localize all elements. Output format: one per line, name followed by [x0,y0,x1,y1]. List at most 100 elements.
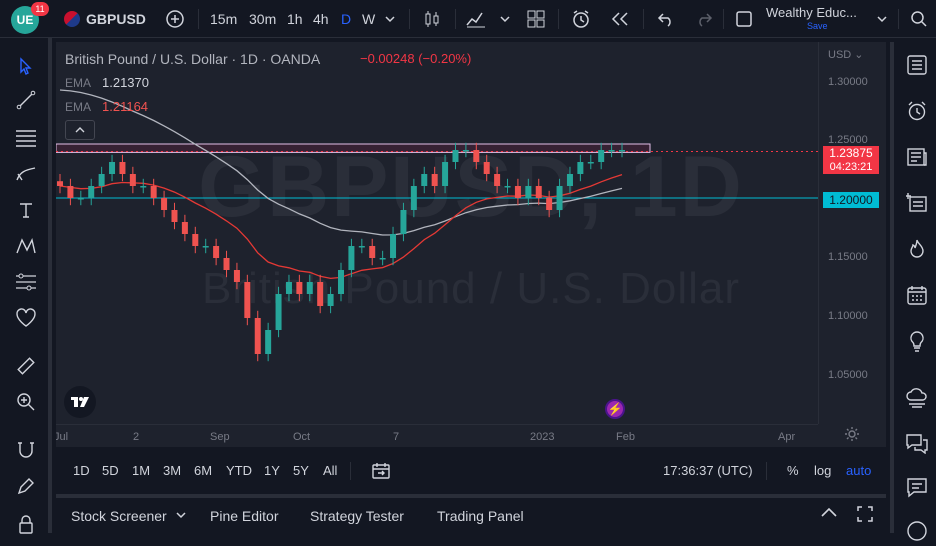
currency-flag-icon [64,11,80,27]
price-change: −0.00248 (−0.20%) [360,51,472,66]
tab-stock-screener[interactable]: Stock Screener [71,508,167,524]
compare-symbol-button[interactable] [163,0,187,38]
time-tick: 7 [393,431,400,443]
timeframe-15m[interactable]: 15m [210,11,238,27]
candles-icon [425,11,439,27]
hotlists-button[interactable] [902,234,932,264]
tab-pine-editor[interactable]: Pine Editor [210,508,279,524]
goto-date-button[interactable] [372,462,390,483]
search-button[interactable] [908,0,930,38]
chevron-down-icon [500,16,510,23]
price-chart[interactable] [56,42,818,424]
calendar-button[interactable] [902,280,932,310]
range-1m[interactable]: 1M [132,463,151,478]
lightning-icon[interactable]: ⚡ [605,399,625,419]
ideas-button[interactable] [902,326,932,356]
forecast-tool[interactable] [12,268,40,296]
time-axis[interactable]: Jul 2 Sep Oct 7 2023 Feb Apr [56,424,818,447]
measure-tool[interactable] [12,352,40,380]
timeframe-d[interactable]: D [341,11,352,27]
legend-collapse-button[interactable] [65,120,95,140]
brush-tool[interactable] [12,160,40,188]
range-all[interactable]: All [323,463,338,478]
screener-dropdown[interactable] [175,508,187,524]
chats-button[interactable] [902,428,932,458]
symbol-watermark: GBPUSD, 1D [198,139,744,235]
zoom-tool[interactable] [12,388,40,416]
tab-trading-panel[interactable]: Trading Panel [437,508,524,524]
watchlist-button[interactable] [902,50,932,80]
candle-body [150,186,157,198]
news-button[interactable] [902,142,932,172]
currency-selector[interactable]: USD ⌄ [828,49,864,61]
chat-bubbles-icon [906,434,928,454]
timeframe-1h[interactable]: 1h [287,11,303,27]
tab-strategy-tester[interactable]: Strategy Tester [310,508,404,524]
timeframe-w[interactable]: W [362,11,376,27]
range-1y[interactable]: 1Y [264,463,280,478]
timeframe-dropdown[interactable] [384,0,396,38]
candle-body [379,258,386,260]
candle-body [619,150,625,152]
percent-scale-toggle[interactable]: % [787,463,799,478]
range-5d[interactable]: 5D [102,463,119,478]
layout-dropdown[interactable] [876,0,888,38]
magnet-icon [18,442,34,458]
favorites-tool[interactable] [12,304,40,332]
range-1d[interactable]: 1D [73,463,90,478]
chart-legend-title[interactable]: British Pound / U.S. Dollar · 1D · OANDA [65,51,321,67]
candle-body [514,186,521,198]
cursor-tool[interactable] [12,52,40,80]
price-axis[interactable]: USD ⌄ 1.30000 1.25000 1.23875 04:23:21 1… [818,42,886,424]
chart-settings-gear-icon[interactable] [844,426,860,447]
trendline-tool[interactable] [12,86,40,114]
maximize-panel-button[interactable] [857,506,873,525]
chart-pane[interactable]: GBPUSD, 1D British Pound / U.S. Dollar B… [56,42,886,447]
collapse-panel-button[interactable] [820,506,838,523]
add-text-note-button[interactable] [902,188,932,218]
indicators-icon [466,12,485,28]
timeframe-4h[interactable]: 4h [313,11,329,27]
undo-button[interactable] [654,0,678,38]
save-layout-link[interactable]: Save [807,21,828,31]
auto-scale-toggle[interactable]: auto [846,463,872,478]
streams-button[interactable] [902,382,932,412]
alerts-button[interactable] [902,96,932,126]
replay-button[interactable] [608,0,632,38]
note-add-icon [906,193,927,212]
alarm-clock-icon [908,101,926,121]
lock-tool[interactable] [12,510,40,538]
range-ytd[interactable]: YTD [226,463,252,478]
timeframe-30m[interactable]: 30m [249,11,277,27]
candle-body [494,174,501,186]
right-sidebar [890,42,936,541]
messages-button[interactable] [902,472,932,502]
text-tool[interactable] [12,196,40,224]
fib-tool[interactable] [12,124,40,152]
chart-type-button[interactable] [420,0,444,38]
utc-clock[interactable]: 17:36:37 (UTC) [663,463,753,478]
indicators-dropdown[interactable] [499,0,511,38]
help-button[interactable] [902,516,932,546]
forecast-icon [16,273,36,291]
tradingview-logo[interactable] [64,386,96,418]
candle-body [77,198,84,200]
log-scale-toggle[interactable]: log [814,463,832,478]
layout-select-button[interactable] [732,0,756,38]
toolbar-divider [409,9,410,29]
range-6m[interactable]: 6M [194,463,213,478]
draw-mode-tool[interactable] [12,472,40,500]
candle-body [556,186,563,210]
symbol-search-button[interactable]: GBPUSD [64,0,146,38]
range-5y[interactable]: 5Y [293,463,309,478]
alert-button[interactable] [570,0,594,38]
magnet-tool[interactable] [12,436,40,464]
range-3m[interactable]: 3M [163,463,182,478]
layout-name[interactable]: Wealthy Educ... [766,5,857,20]
pattern-tool[interactable] [12,232,40,260]
layouts-button[interactable] [524,0,548,38]
ema-label-2[interactable]: EMA [65,100,92,114]
indicators-button[interactable] [464,0,488,38]
ema-label-1[interactable]: EMA [65,76,92,90]
redo-button[interactable] [692,0,716,38]
